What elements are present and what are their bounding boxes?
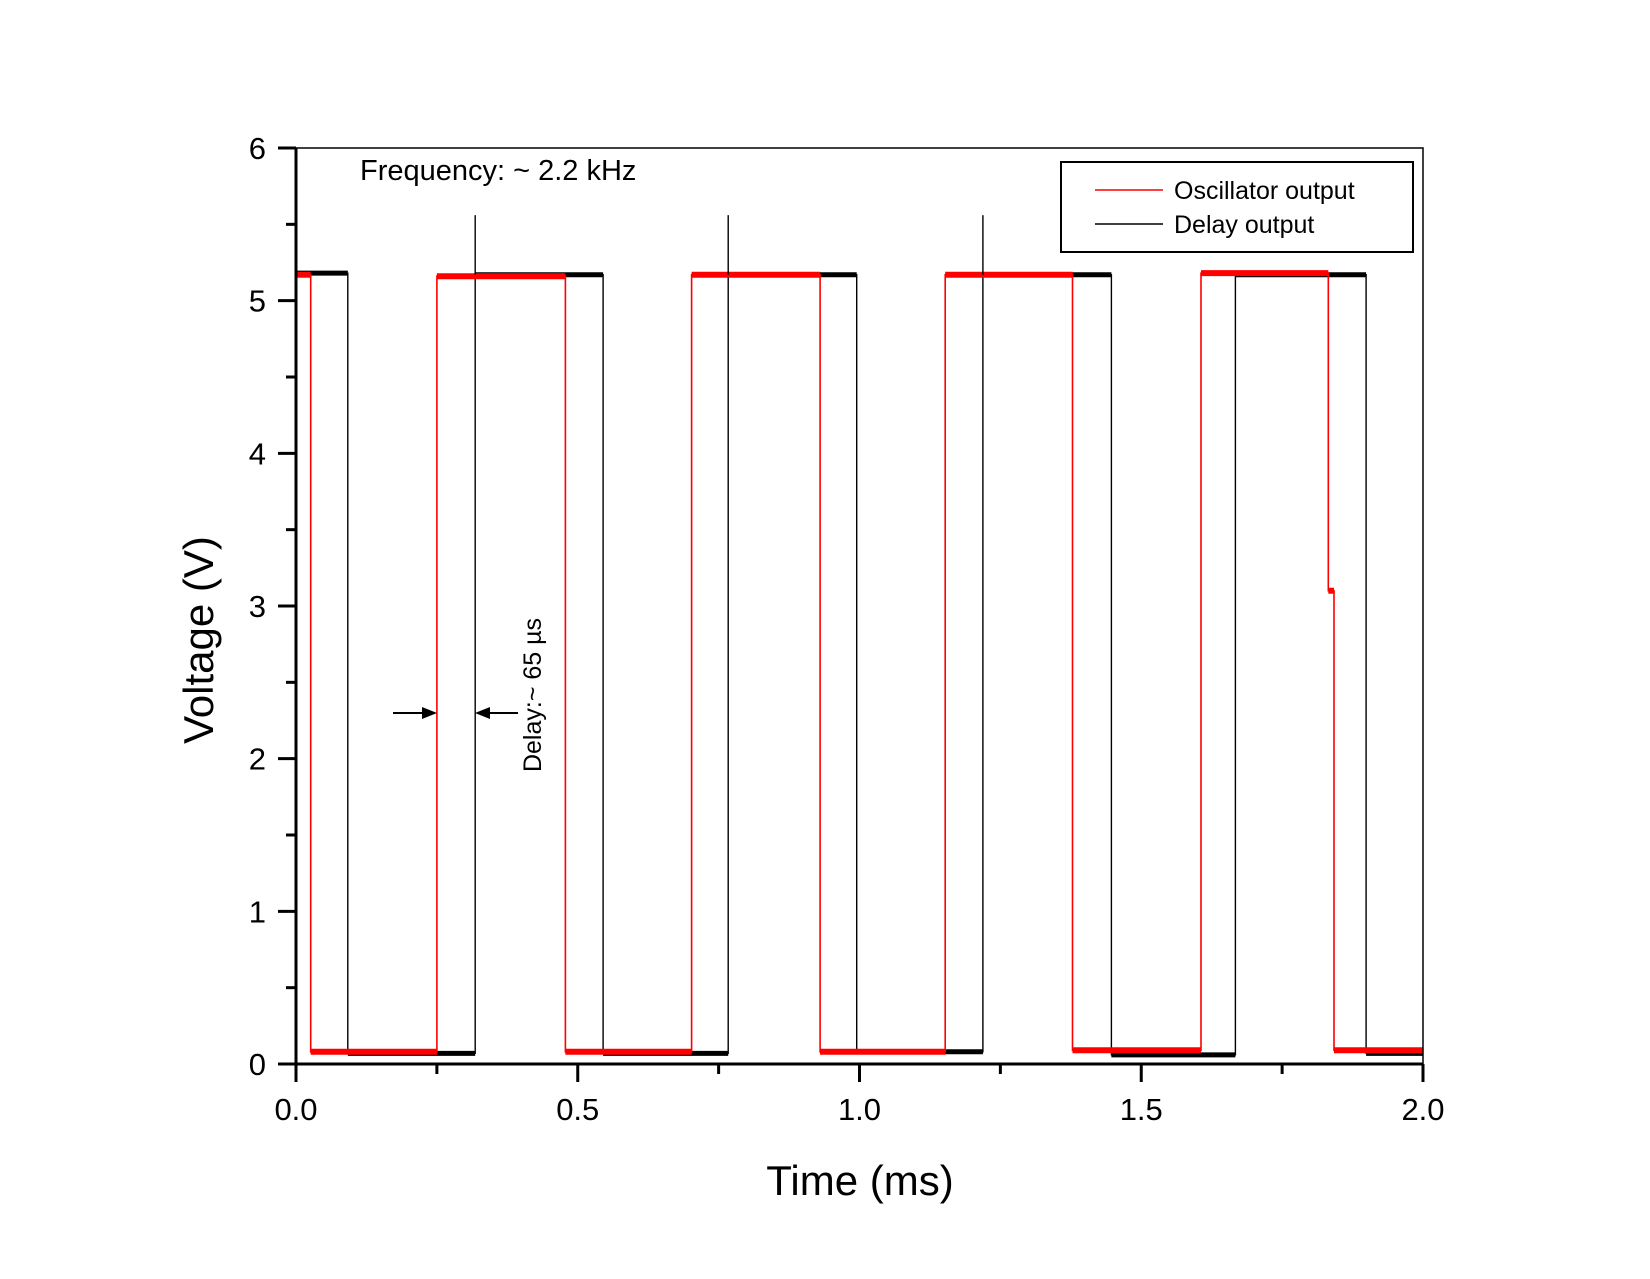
delay-arrowhead-left bbox=[475, 707, 490, 719]
legend-label-oscillator: Oscillator output bbox=[1174, 177, 1355, 205]
series-oscillator-output bbox=[296, 272, 1423, 1053]
x-tick-label: 0.0 bbox=[274, 1092, 317, 1127]
y-tick-label: 6 bbox=[249, 131, 266, 166]
y-tick-label: 2 bbox=[249, 742, 266, 777]
delay-annotation: Delay:~ 65 µs bbox=[393, 618, 547, 772]
plot-frame bbox=[295, 147, 1424, 1065]
y-tick-label: 0 bbox=[249, 1047, 266, 1082]
frequency-annotation: Frequency: ~ 2.2 kHz bbox=[360, 155, 636, 187]
y-tick-label: 4 bbox=[249, 436, 266, 471]
y-tick-label: 3 bbox=[249, 589, 266, 624]
delay-arrowhead-right bbox=[422, 707, 437, 719]
y-tick-label: 5 bbox=[249, 284, 266, 319]
series-delay-output bbox=[296, 272, 1423, 1056]
legend-box bbox=[1060, 161, 1414, 253]
x-axis-label: Time (ms) bbox=[766, 1157, 953, 1204]
series-layer bbox=[296, 215, 1423, 1058]
y-tick-label: 1 bbox=[249, 894, 266, 929]
x-tick-label: 1.5 bbox=[1120, 1092, 1163, 1127]
x-tick-label: 1.0 bbox=[838, 1092, 881, 1127]
ticks: 0.0 0.5 1.0 1.5 2.0 0 1 2 3 4 5 6 bbox=[249, 131, 1445, 1127]
x-tick-label: 2.0 bbox=[1401, 1092, 1444, 1127]
legend-label-delay: Delay output bbox=[1174, 211, 1314, 239]
y-axis-label: Voltage (V) bbox=[175, 536, 222, 744]
legend: Oscillator output Delay output bbox=[1060, 161, 1414, 253]
x-tick-label: 0.5 bbox=[556, 1092, 599, 1127]
delay-label: Delay:~ 65 µs bbox=[519, 618, 547, 772]
